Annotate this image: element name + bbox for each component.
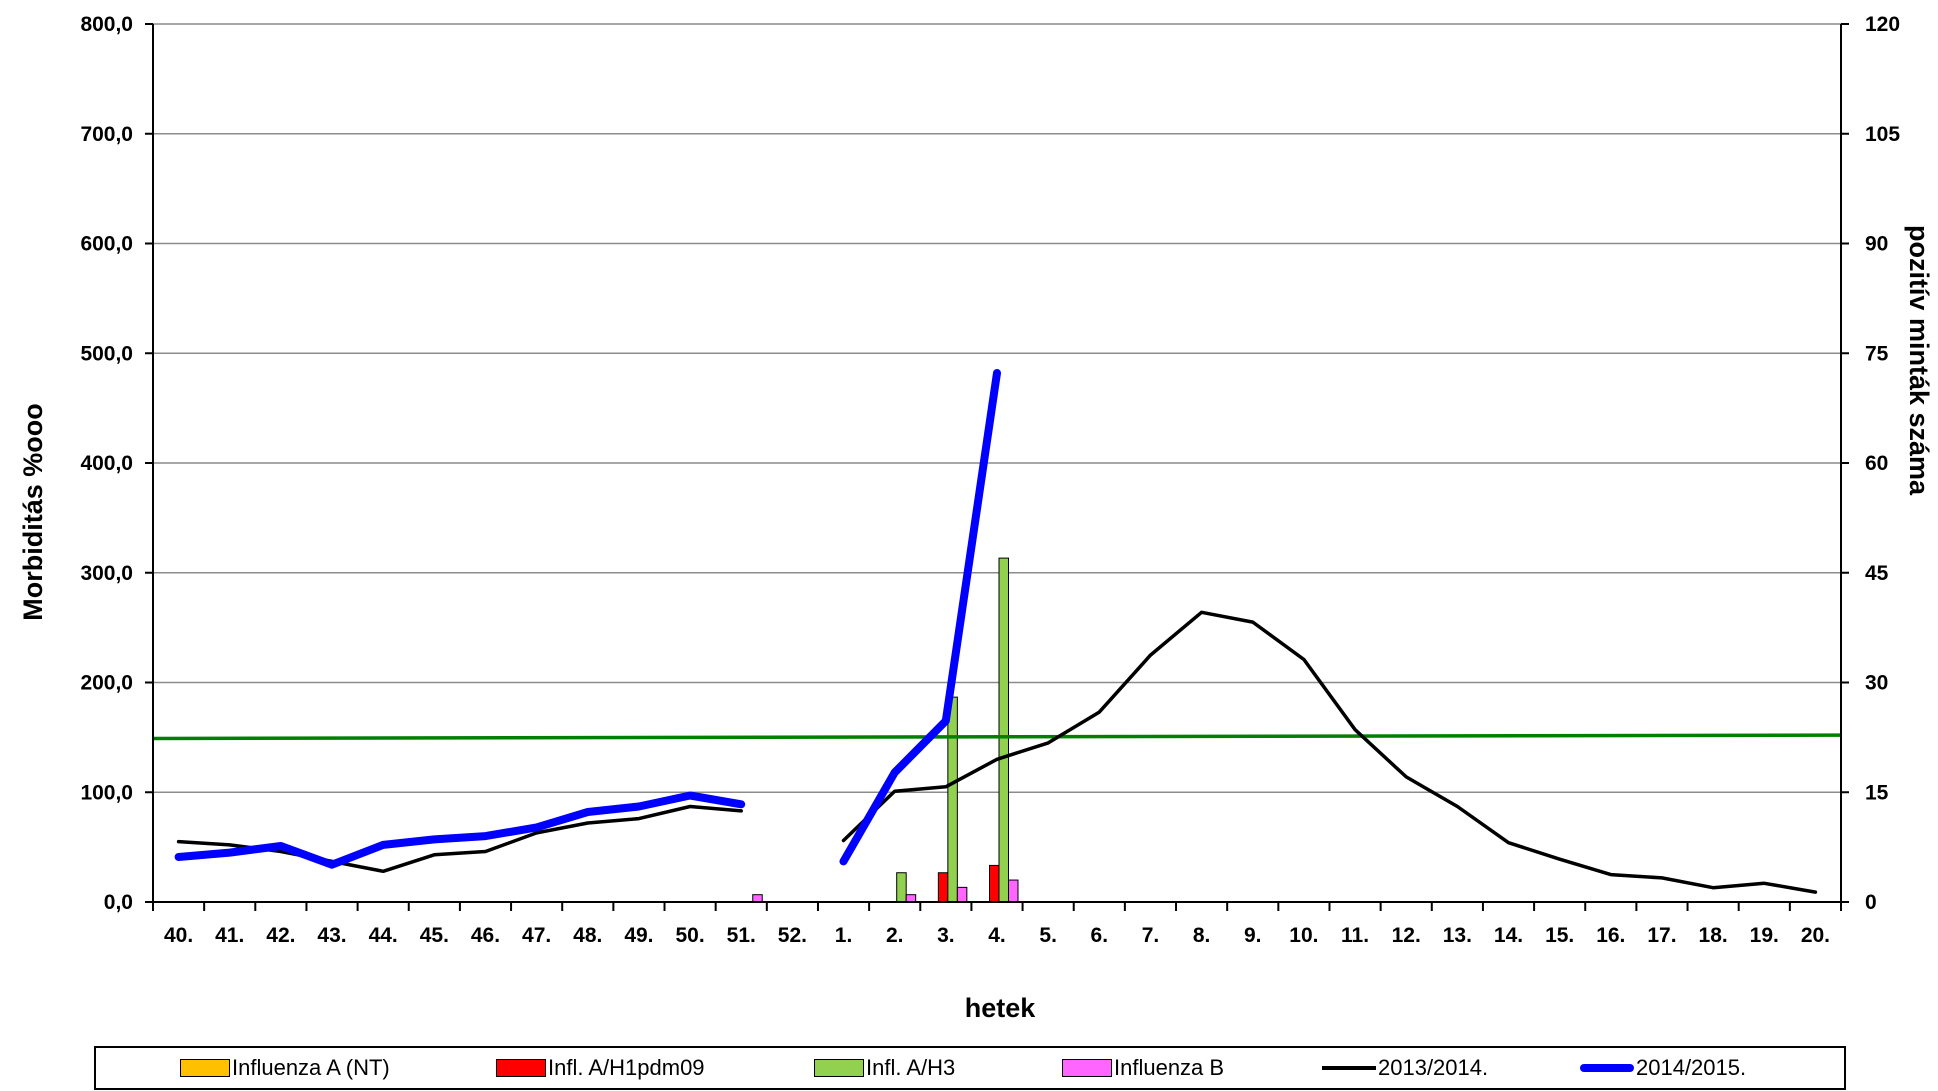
x-tick-label: 43.: [317, 924, 346, 947]
x-tick-label: 18.: [1699, 924, 1728, 947]
x-tick-label: 17.: [1647, 924, 1676, 947]
x-tick-label: 41.: [215, 924, 244, 947]
x-tick-label: 19.: [1750, 924, 1779, 947]
x-tick-label: 44.: [369, 924, 398, 947]
bar: [752, 894, 763, 903]
x-tick-label: 15.: [1545, 924, 1574, 947]
left-tick-label: 0,0: [104, 891, 133, 914]
legend-line-2014-2015: [1580, 1064, 1634, 1072]
x-tick-label: 2.: [886, 924, 904, 947]
x-tick-label: 49.: [624, 924, 653, 947]
left-tick-label: 800,0: [80, 13, 133, 36]
legend-line-2013-2014: [1322, 1066, 1376, 1070]
left-tick-label: 500,0: [80, 342, 133, 365]
legend-item-2014-2015: 2014/2015.: [1580, 1048, 1746, 1088]
x-tick-label: 12.: [1392, 924, 1421, 947]
bar: [947, 696, 958, 903]
series-line: [839, 369, 1001, 866]
x-tick-label: 1.: [835, 924, 853, 947]
x-tick-label: 4.: [988, 924, 1006, 947]
x-tick-label: 13.: [1443, 924, 1472, 947]
legend-label-influenza-a-nt: Influenza A (NT): [232, 1055, 390, 1080]
right-tick-label: 120: [1865, 13, 1900, 36]
grid-lines: [153, 23, 1841, 793]
left-tick-label: 400,0: [80, 452, 133, 475]
right-tick-label: 60: [1865, 452, 1888, 475]
right-tick-label: 30: [1865, 672, 1888, 695]
bar: [896, 872, 907, 903]
right-axis-ticks: 0 15 30 45 60 75 90 105 120: [1865, 13, 1900, 914]
x-tick-label: 50.: [675, 924, 704, 947]
x-tick-label: 42.: [266, 924, 295, 947]
x-tick-label: 9.: [1244, 924, 1262, 947]
left-axis-ticks: 0,0 100,0 200,0 300,0 400,0 500,0 600,0 700,0 80…: [80, 13, 133, 914]
x-tick-label: 8.: [1193, 924, 1211, 947]
legend-item-h1pdm09: Infl. A/H1pdm09: [496, 1048, 705, 1088]
x-tick-label: 47.: [522, 924, 551, 947]
x-tick-label: 52.: [778, 924, 807, 947]
legend-label-h1pdm09: Infl. A/H1pdm09: [548, 1055, 705, 1080]
bar: [937, 872, 949, 903]
x-tick-label: 6.: [1091, 924, 1109, 947]
threshold-line: [152, 733, 1842, 741]
left-tick-label: 300,0: [80, 562, 133, 585]
bar: [905, 894, 917, 903]
x-tick-label: 16.: [1596, 924, 1625, 947]
legend-item-influenza-b: Influenza B: [1062, 1048, 1224, 1088]
right-tick-label: 0: [1865, 891, 1877, 914]
legend-swatch-influenza-b: [1062, 1059, 1112, 1077]
bar: [956, 886, 968, 903]
x-tick-label: 20.: [1801, 924, 1830, 947]
legend-label-2013-2014: 2013/2014.: [1378, 1055, 1489, 1080]
series-line: [174, 791, 746, 869]
x-tick-label: 5.: [1039, 924, 1057, 947]
x-axis-title: hetek: [965, 993, 1037, 1023]
legend-label-2014-2015: 2014/2015.: [1636, 1055, 1747, 1080]
legend-swatch-influenza-a-nt: [180, 1059, 230, 1077]
left-tick-label: 700,0: [80, 123, 133, 146]
line-series: [174, 369, 1818, 894]
x-tick-label: 40.: [164, 924, 193, 947]
legend-item-influenza-a-nt: Influenza A (NT): [180, 1048, 390, 1088]
right-tick-label: 90: [1865, 233, 1888, 256]
left-tick-label: 100,0: [80, 781, 133, 804]
right-tick-label: 15: [1865, 781, 1889, 804]
x-tick-label: 48.: [573, 924, 602, 947]
right-tick-label: 75: [1865, 342, 1889, 365]
x-tick-label: 51.: [727, 924, 756, 947]
axes: [145, 23, 1849, 911]
series-line: [841, 610, 1818, 894]
y-axis-left-title: Morbiditás %ooo: [18, 403, 48, 621]
right-tick-label: 45: [1865, 562, 1889, 585]
legend: Influenza A (NT) Infl. A/H1pdm09 Infl. A…: [94, 1046, 1846, 1090]
legend-swatch-h3: [814, 1059, 864, 1077]
y-axis-right-title: pozitív minták száma: [1904, 225, 1934, 496]
legend-swatch-h1pdm09: [496, 1059, 546, 1077]
legend-label-influenza-b: Influenza B: [1114, 1055, 1225, 1080]
x-tick-label: 11.: [1341, 924, 1369, 947]
x-tick-label: 46.: [471, 924, 500, 947]
x-tick-label: 7.: [1142, 924, 1160, 947]
x-axis-ticks: 40. 41. 42. 43. 44. 45. 46. 47. 48. 49. 50. 51. 52. 1…: [164, 924, 1830, 947]
left-tick-label: 600,0: [80, 233, 133, 256]
legend-label-h3: Infl. A/H3: [866, 1055, 956, 1080]
right-tick-label: 105: [1865, 123, 1900, 146]
bar: [989, 864, 1000, 903]
bar: [1008, 879, 1019, 903]
left-tick-label: 200,0: [80, 672, 133, 695]
legend-item-2013-2014: 2013/2014.: [1322, 1048, 1488, 1088]
x-tick-label: 45.: [420, 924, 449, 947]
x-tick-label: 3.: [937, 924, 955, 947]
legend-item-h3: Infl. A/H3: [814, 1048, 955, 1088]
x-tick-label: 10.: [1289, 924, 1318, 947]
x-tick-label: 14.: [1494, 924, 1523, 947]
bar: [998, 557, 1009, 903]
bar-series: [752, 557, 1019, 903]
threshold-line-path: [152, 733, 1842, 741]
